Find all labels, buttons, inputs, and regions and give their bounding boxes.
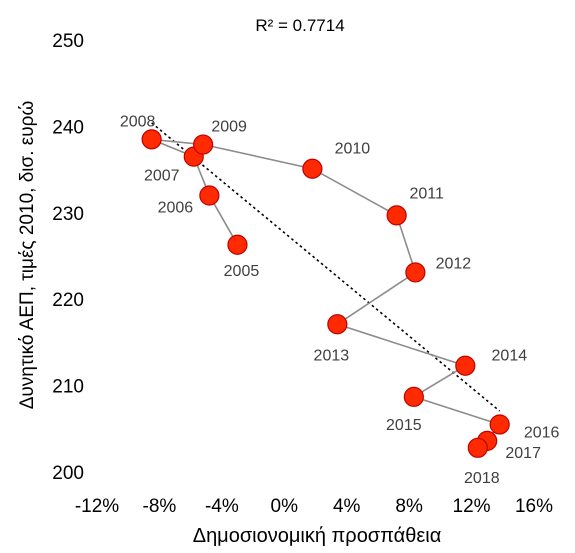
point-label-2012: 2012: [436, 255, 472, 272]
data-point-2011: [386, 205, 407, 226]
point-label-2010: 2010: [335, 141, 371, 158]
point-label-2006: 2006: [158, 200, 194, 217]
x-tick-label: 8%: [395, 496, 423, 517]
data-point-2014: [455, 355, 476, 376]
point-label-2016: 2016: [524, 424, 560, 441]
x-tick-label: 12%: [453, 496, 491, 517]
y-tick-label: 200: [52, 463, 84, 484]
y-axis-label: Δυνητικό ΑΕΠ, τιμές 2010, δισ. ευρώ: [17, 101, 38, 410]
point-label-2009: 2009: [211, 119, 247, 136]
x-tick-label: 16%: [515, 496, 553, 517]
point-label-2017: 2017: [505, 445, 541, 462]
x-tick-label: -8%: [143, 496, 177, 517]
data-point-2009: [193, 134, 214, 155]
trendline: [151, 122, 501, 412]
x-axis-label: Δημοσιονομική προσπάθεια: [193, 525, 442, 547]
data-point-2013: [327, 314, 348, 335]
y-tick-label: 240: [52, 117, 84, 138]
point-label-2015: 2015: [386, 417, 422, 434]
data-point-2016: [489, 414, 510, 435]
data-point-2018: [467, 437, 488, 458]
y-tick-label: 250: [52, 31, 84, 52]
data-point-2005: [227, 234, 248, 255]
point-label-2013: 2013: [314, 347, 350, 364]
r-squared-annotation: R² = 0.7714: [255, 16, 344, 35]
x-tick-label: -12%: [75, 496, 119, 517]
point-label-2008: 2008: [120, 113, 156, 130]
data-point-2008: [141, 129, 162, 150]
x-tick-label: -4%: [205, 496, 239, 517]
y-tick-label: 210: [52, 377, 84, 398]
y-tick-label: 220: [52, 290, 84, 311]
data-point-2015: [403, 386, 424, 407]
x-tick-label: 0%: [271, 496, 299, 517]
data-point-2006: [199, 185, 220, 206]
data-point-2012: [405, 262, 426, 283]
point-label-2007: 2007: [144, 168, 180, 185]
point-label-2014: 2014: [492, 348, 528, 365]
y-tick-label: 230: [52, 204, 84, 225]
point-label-2011: 2011: [409, 185, 444, 202]
data-point-2010: [302, 158, 323, 179]
point-label-2005: 2005: [224, 263, 260, 280]
connecting-line: [151, 138, 502, 449]
x-tick-label: 4%: [333, 496, 361, 517]
point-label-2018: 2018: [464, 470, 500, 487]
